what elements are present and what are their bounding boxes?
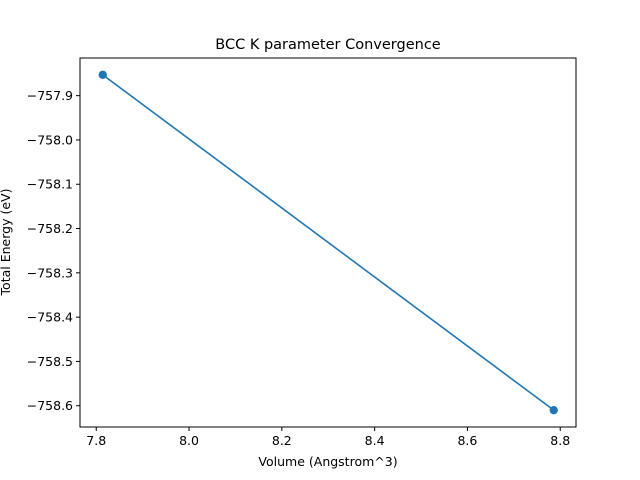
y-tick-label: −758.6 — [27, 398, 73, 413]
x-tick-label: 8.8 — [550, 433, 570, 448]
data-point — [549, 405, 558, 415]
y-tick-label: −758.5 — [27, 354, 73, 369]
plot-area — [98, 70, 558, 415]
y-tick-label: −758.3 — [27, 265, 73, 280]
y-tick-label: −758.1 — [27, 177, 73, 192]
x-tick-label: 7.8 — [86, 433, 106, 448]
data-point — [98, 70, 107, 80]
y-tick-label: −757.9 — [27, 88, 73, 103]
x-axis-label: Volume (Angstrom^3) — [258, 454, 397, 469]
y-tick-label: −758.4 — [27, 310, 73, 325]
x-tick-label: 8.6 — [457, 433, 477, 448]
y-tick-label: −758.0 — [27, 132, 73, 147]
chart-title: BCC K parameter Convergence — [215, 37, 441, 53]
axes-frame — [79, 57, 577, 428]
series-line — [102, 74, 555, 411]
x-tick-label: 8.0 — [179, 433, 199, 448]
x-tick-label: 8.2 — [272, 433, 292, 448]
axis-ticks: 7.8 8.0 8.2 8.4 8.6 8.8 −757.9 −758.0 −758.1 −758… — [27, 88, 570, 448]
y-axis-label: Total Energy (eV) — [0, 189, 13, 297]
x-tick-label: 8.4 — [365, 433, 385, 448]
y-tick-label: −758.2 — [27, 221, 73, 236]
